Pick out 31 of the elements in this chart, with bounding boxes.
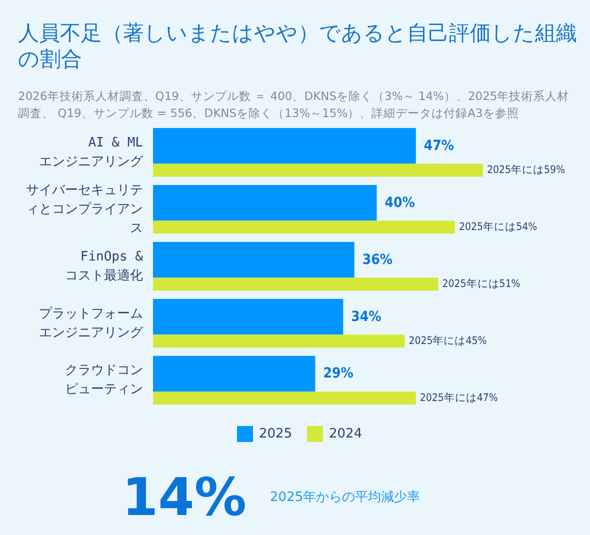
data-label: 2025年には54%	[459, 221, 538, 234]
y-tick-label: クラウドコンピューティン	[65, 363, 143, 398]
legend-label: 2024	[329, 426, 362, 442]
data-label: 36%	[362, 252, 393, 268]
text: 2025年からの平均減少率	[270, 489, 420, 505]
data-label: 2025年には45%	[408, 335, 487, 348]
bar	[153, 220, 456, 234]
chart-subtitle: 2026年技術系人材調査、Q19、サンプル数 ＝ 400、DKNSを除く（3%～ 14%）、2025年技術系人材調査、 Q19、サンプル数 = 556、DKNSを除く（13%～15%）、詳細データは付録A3を参照	[18, 89, 570, 120]
bar	[153, 128, 416, 164]
bar	[153, 164, 483, 177]
data-label: 40%	[384, 194, 416, 211]
data-label: 2025年には47%	[420, 392, 498, 404]
y-tick-label: プラットフォームエンジニアリング	[39, 306, 144, 340]
text: 14%	[122, 468, 246, 528]
y-tick-label: FinOps & コスト最適化	[65, 249, 144, 284]
y-tick-label: AI & ML エンジニアリング	[39, 135, 144, 170]
bar	[153, 298, 344, 335]
data-label: 29%	[323, 366, 354, 382]
legend-label: 2025	[259, 426, 292, 442]
chart-title: 人員不足（著しいまたはやや）であると自己評価した組織の割合	[18, 21, 577, 71]
bar	[153, 242, 354, 278]
bar	[153, 184, 377, 221]
data-label: 47%	[424, 138, 454, 154]
bar	[153, 278, 438, 291]
y-tick-label: サイバーセキュリティとコンプライアンス	[26, 182, 143, 236]
data-label: 2025年には59%	[487, 164, 566, 176]
bar	[153, 356, 316, 392]
bar	[153, 392, 416, 405]
bar	[153, 334, 405, 348]
data-label: 2025年には51%	[442, 278, 520, 290]
data-label: 34%	[351, 308, 382, 325]
